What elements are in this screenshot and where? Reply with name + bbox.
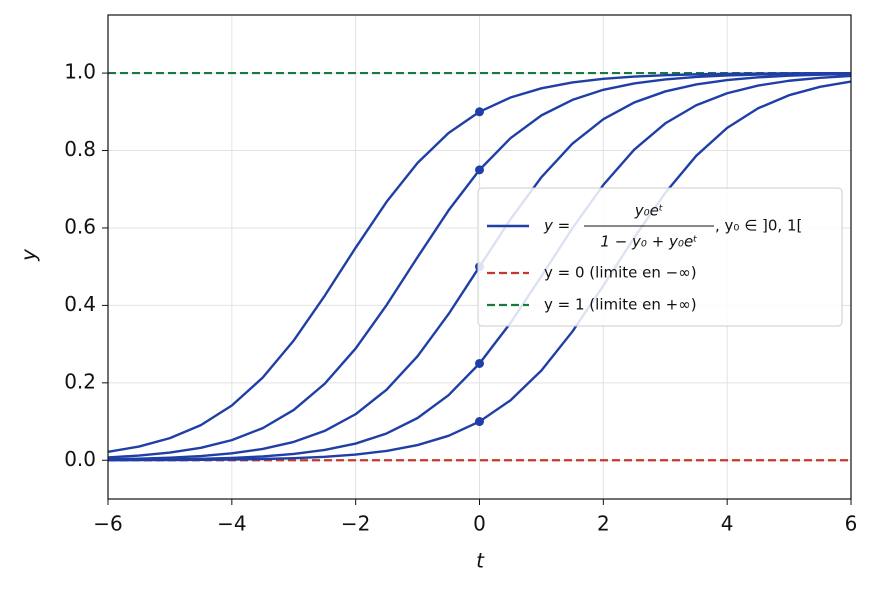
x-tick-label: 4 (721, 512, 734, 536)
y-tick-label: 0.4 (64, 292, 96, 316)
legend-label: 1 − y₀ + y₀eᵗ (600, 233, 697, 251)
x-tick-label: 6 (845, 512, 858, 536)
initial-point (475, 417, 484, 427)
x-tick-label: 2 (597, 512, 610, 536)
legend-label: y = 0 (limite en −∞) (544, 264, 697, 282)
y-tick-label: 0.6 (64, 214, 96, 238)
plot-frame (107, 14, 852, 500)
initial-point (475, 107, 484, 117)
y-axis-label: y (17, 248, 41, 262)
y-tick-label: 0.0 (64, 447, 96, 471)
x-tick-label: −6 (93, 512, 122, 536)
initial-point (475, 165, 484, 175)
x-tick-label: 0 (473, 512, 486, 536)
legend-label: y = (543, 217, 570, 235)
legend-label: y = 1 (limite en +∞) (544, 296, 697, 314)
plot-area (108, 71, 851, 462)
x-axis-label: t (476, 549, 485, 573)
x-tick-label: −2 (341, 512, 370, 536)
y-tick-label: 1.0 (64, 60, 96, 84)
legend-label: , y₀ ∈ ]0, 1[ (715, 217, 802, 235)
y-tick-label: 0.2 (64, 369, 96, 393)
y-tick-label: 0.8 (64, 137, 96, 161)
legend-box (477, 187, 843, 327)
legend-label: y₀eᵗ (634, 202, 664, 220)
initial-point (475, 358, 484, 368)
x-tick-label: −4 (217, 512, 246, 536)
